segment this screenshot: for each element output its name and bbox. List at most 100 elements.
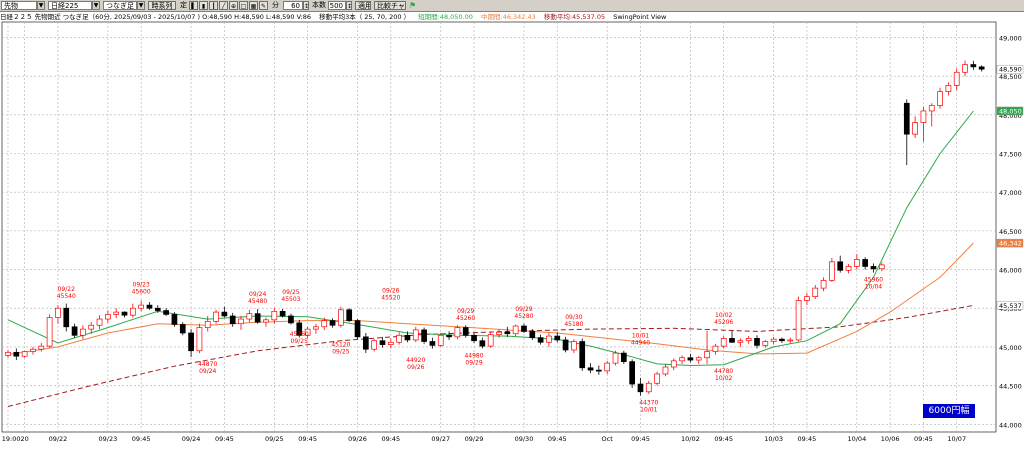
bar-icon[interactable]: ┃: [209, 1, 218, 10]
y-tick-label: 49,000: [999, 34, 1022, 42]
bars-input[interactable]: 500: [328, 1, 346, 10]
x-tick-label: 20: [21, 435, 29, 443]
price-tag-label: 48,590: [999, 66, 1022, 74]
ma-short-value: 短期間:48,050.00: [418, 13, 473, 21]
swing-point-label: 45260: [456, 315, 475, 322]
x-tick-label: 09/29: [465, 435, 484, 443]
candle-body: [213, 311, 219, 322]
candle-body: [554, 335, 561, 341]
swing-point-label: 09/25: [291, 338, 308, 345]
candle-body: [105, 314, 111, 320]
contract-dropdown-icon[interactable]: ▼: [137, 1, 145, 10]
product-select[interactable]: 先物: [1, 1, 37, 10]
candle-body: [138, 304, 144, 309]
candle-body: [204, 321, 211, 328]
candle-body: [55, 307, 61, 318]
candle-body: [737, 340, 744, 343]
candle-body: [754, 338, 760, 346]
candle-body: [878, 264, 885, 270]
swing-point-label: 44980: [464, 352, 483, 359]
candle-body: [229, 315, 236, 325]
candle-body: [313, 326, 319, 330]
swing-point-label: 45503: [281, 296, 300, 303]
time-sort-button[interactable]: 時系列: [148, 1, 176, 10]
x-tick-label: Oct: [602, 435, 614, 443]
candle-body: [354, 320, 361, 338]
candle-body: [496, 331, 502, 335]
candle-body: [46, 317, 53, 347]
candle-body: [13, 351, 20, 357]
x-tick-label: 09:45: [631, 435, 650, 443]
candle-body: [371, 340, 378, 350]
candle-body: [171, 314, 178, 325]
candle-body: [404, 334, 411, 341]
candle-body: [529, 331, 536, 338]
candle-body: [845, 266, 852, 271]
x-tick-label: 09/25: [265, 435, 284, 443]
candle-body: [837, 261, 844, 271]
swing-point-label: 09/25: [332, 349, 349, 356]
x-tick-label: 09:45: [914, 435, 933, 443]
y-tick-label: 47,500: [999, 151, 1022, 159]
swing-point-label: 45540: [57, 293, 76, 300]
swing-point-label: 45280: [514, 313, 533, 320]
symbol-select[interactable]: 日経225: [48, 1, 92, 10]
bars-spin-icon[interactable]: ↕: [346, 1, 352, 10]
candle-body: [221, 311, 228, 317]
flag-icon[interactable]: ⚑: [409, 1, 417, 10]
product-dropdown-icon[interactable]: ▼: [37, 1, 45, 10]
candle-body: [662, 366, 669, 375]
candle-body: [812, 287, 819, 297]
candle-icon[interactable]: ▮: [199, 1, 208, 10]
y-tick-label: 46,000: [999, 267, 1022, 275]
candle-body: [129, 307, 136, 316]
candle-body: [88, 324, 95, 330]
chart-type-icon[interactable]: ▌: [189, 1, 198, 10]
swing-point-label: 10/01: [632, 333, 649, 340]
minutes-input[interactable]: 60: [283, 1, 303, 10]
x-tick-label: 09/27: [431, 435, 450, 443]
fixed-label: 定: [180, 1, 187, 9]
settings-icon[interactable]: ▦: [249, 1, 258, 10]
x-tick-label: 09:45: [132, 435, 151, 443]
contract-select[interactable]: つなぎ足: [103, 1, 137, 10]
candle-body: [63, 307, 70, 328]
candle-body: [121, 311, 128, 316]
zoom-icon[interactable]: ⊕: [229, 1, 238, 10]
candle-body: [437, 334, 444, 346]
candle-body: [787, 339, 794, 342]
symbol-dropdown-icon[interactable]: ▼: [92, 1, 100, 10]
compare-chart-button[interactable]: 比較チャート: [374, 1, 406, 10]
candle-body: [379, 340, 386, 345]
price-tag-box: [996, 106, 1024, 116]
swing-point-label: 44370: [639, 400, 658, 407]
apply-button[interactable]: 適用: [355, 1, 371, 10]
candle-body: [829, 261, 835, 281]
candle-body: [471, 334, 477, 342]
price-tag-label: 46,342: [999, 240, 1022, 248]
candle-body: [30, 348, 36, 352]
plot-area: [1, 21, 997, 433]
x-tick-label: 09:45: [298, 435, 317, 443]
draw-icon[interactable]: ✎: [259, 1, 268, 10]
swing-point-label: 10/02: [715, 312, 732, 319]
candle-body: [920, 110, 927, 123]
candle-body: [562, 339, 569, 351]
candle-body: [5, 351, 11, 356]
candle-body: [462, 327, 469, 336]
candle-body: [629, 361, 635, 385]
candle-body: [637, 383, 644, 393]
period-icon[interactable]: □: [239, 1, 248, 10]
minutes-spin-icon[interactable]: ↕: [303, 1, 309, 10]
y-tick-label: 44,000: [999, 421, 1022, 429]
swing-point-label: 45520: [381, 295, 400, 302]
line-icon[interactable]: ╱: [219, 1, 228, 10]
y-tick-label: 46,500: [999, 228, 1022, 236]
swing-point-label: 44940: [631, 340, 650, 347]
candle-body: [953, 71, 960, 86]
price-tag-box: [996, 238, 1024, 248]
candle-body: [521, 325, 527, 332]
x-tick-label: 09/30: [515, 435, 534, 443]
minutes-label: 分: [272, 1, 279, 9]
